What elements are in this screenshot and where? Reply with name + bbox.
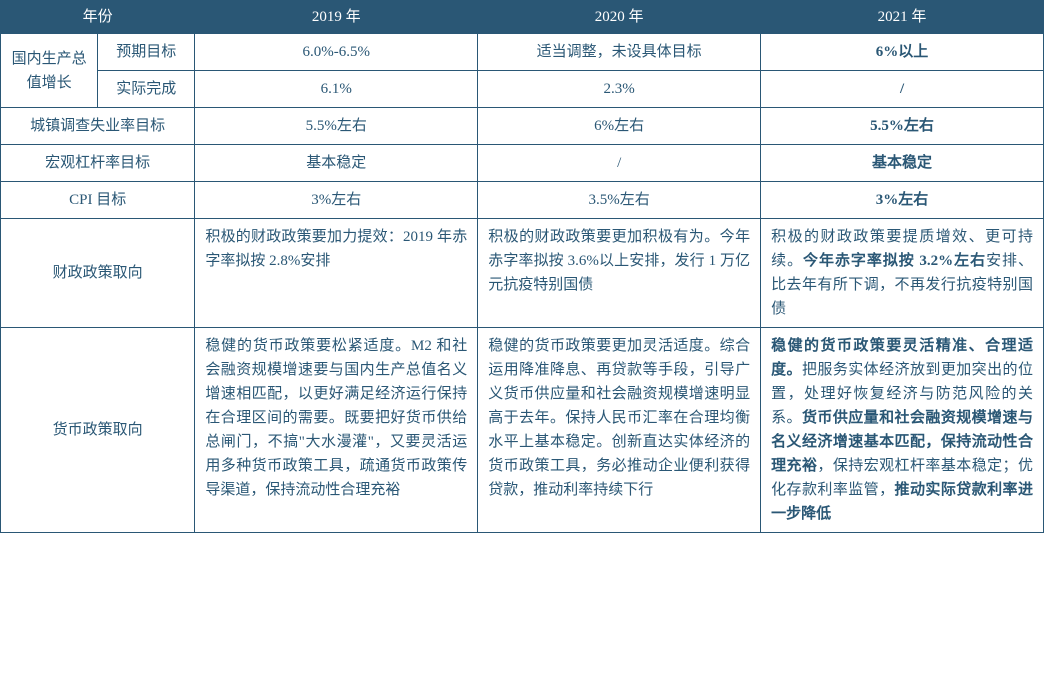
gdp-target-2021: 6%以上 (761, 34, 1044, 71)
monetary-2019: 稳健的货币政策要松紧适度。M2 和社会融资规模增速要与国内生产总值名义增速相匹配… (195, 328, 478, 533)
table-row: 实际完成 6.1% 2.3% / (1, 71, 1044, 108)
unemployment-2021: 5.5%左右 (761, 108, 1044, 145)
policy-comparison-table: 年份 2019 年 2020 年 2021 年 国内生产总值增长 预期目标 6.… (0, 0, 1044, 533)
header-2020: 2020 年 (478, 1, 761, 34)
table-row: 宏观杠杆率目标 基本稳定 / 基本稳定 (1, 145, 1044, 182)
fiscal-2020: 积极的财政政策要更加积极有为。今年赤字率拟按 3.6%以上安排，发行 1 万亿元… (478, 219, 761, 328)
header-year-label: 年份 (1, 1, 195, 34)
gdp-actual-2020: 2.3% (478, 71, 761, 108)
header-2019: 2019 年 (195, 1, 478, 34)
table-row: CPI 目标 3%左右 3.5%左右 3%左右 (1, 182, 1044, 219)
gdp-actual-2019: 6.1% (195, 71, 478, 108)
leverage-2020: / (478, 145, 761, 182)
monetary-2021: 稳健的货币政策要灵活精准、合理适度。把服务实体经济放到更加突出的位置，处理好恢复… (761, 328, 1044, 533)
gdp-label: 国内生产总值增长 (1, 34, 98, 108)
header-2021: 2021 年 (761, 1, 1044, 34)
fiscal-2019: 积极的财政政策要加力提效：2019 年赤字率拟按 2.8%安排 (195, 219, 478, 328)
monetary-2020: 稳健的货币政策要更加灵活适度。综合运用降准降息、再贷款等手段，引导广义货币供应量… (478, 328, 761, 533)
table-header-row: 年份 2019 年 2020 年 2021 年 (1, 1, 1044, 34)
table-row: 城镇调查失业率目标 5.5%左右 6%左右 5.5%左右 (1, 108, 1044, 145)
unemployment-2019: 5.5%左右 (195, 108, 478, 145)
gdp-actual-label: 实际完成 (98, 71, 195, 108)
cpi-2021: 3%左右 (761, 182, 1044, 219)
gdp-target-2020: 适当调整，未设具体目标 (478, 34, 761, 71)
leverage-2019: 基本稳定 (195, 145, 478, 182)
cpi-2020: 3.5%左右 (478, 182, 761, 219)
cpi-2019: 3%左右 (195, 182, 478, 219)
table-row: 财政政策取向 积极的财政政策要加力提效：2019 年赤字率拟按 2.8%安排 积… (1, 219, 1044, 328)
gdp-target-label: 预期目标 (98, 34, 195, 71)
table-row: 货币政策取向 稳健的货币政策要松紧适度。M2 和社会融资规模增速要与国内生产总值… (1, 328, 1044, 533)
leverage-label: 宏观杠杆率目标 (1, 145, 195, 182)
fiscal-label: 财政政策取向 (1, 219, 195, 328)
unemployment-2020: 6%左右 (478, 108, 761, 145)
gdp-actual-2021: / (761, 71, 1044, 108)
monetary-label: 货币政策取向 (1, 328, 195, 533)
fiscal-2021: 积极的财政政策要提质增效、更可持续。今年赤字率拟按 3.2%左右安排、比去年有所… (761, 219, 1044, 328)
unemployment-label: 城镇调查失业率目标 (1, 108, 195, 145)
leverage-2021: 基本稳定 (761, 145, 1044, 182)
gdp-target-2019: 6.0%-6.5% (195, 34, 478, 71)
cpi-label: CPI 目标 (1, 182, 195, 219)
table-row: 国内生产总值增长 预期目标 6.0%-6.5% 适当调整，未设具体目标 6%以上 (1, 34, 1044, 71)
